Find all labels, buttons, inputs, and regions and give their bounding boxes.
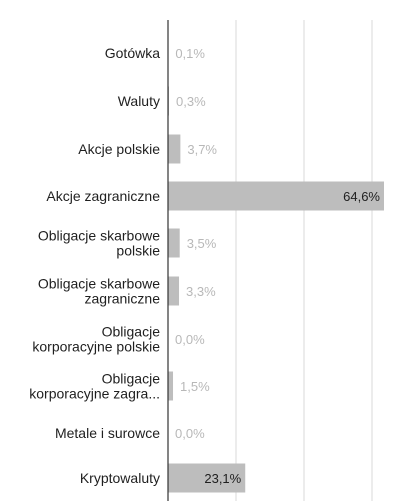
category-label: Obligacje korporacyjne zagra... bbox=[29, 371, 160, 402]
category-label: Gotówka bbox=[105, 45, 160, 61]
bar bbox=[168, 228, 180, 258]
value-label: 1,5% bbox=[180, 379, 210, 394]
value-label: 0,3% bbox=[176, 94, 206, 109]
value-labels: 0,1% 0,3% 3,7% 64,6% 3,5% 3,3% 0,0% 1,5% 0,0% 23,… bbox=[175, 46, 380, 486]
category-label: Obligacje skarbowe zagraniczne bbox=[38, 276, 160, 307]
category-label: Kryptowaluty bbox=[80, 470, 160, 486]
value-label: 0,1% bbox=[175, 46, 205, 61]
value-label: 3,7% bbox=[187, 142, 217, 157]
bar bbox=[168, 181, 384, 211]
category-label: Obligacje skarbowe polskie bbox=[38, 228, 160, 259]
bar bbox=[168, 276, 180, 306]
value-label: 3,5% bbox=[187, 236, 217, 251]
gridlines bbox=[235, 20, 373, 501]
value-label: 0,0% bbox=[175, 332, 205, 347]
category-label: Obligacje korporacyjne polskie bbox=[32, 324, 160, 355]
category-label: Metale i surowce bbox=[55, 425, 160, 441]
bar bbox=[168, 463, 246, 493]
category-labels: Gotówka Waluty Akcje polskie Akcje zagranic… bbox=[29, 45, 160, 486]
bar bbox=[168, 371, 174, 401]
value-label: 3,3% bbox=[186, 284, 216, 299]
bars bbox=[168, 38, 384, 493]
value-label: 0,0% bbox=[175, 426, 205, 441]
category-label: Akcje zagraniczne bbox=[46, 188, 160, 204]
value-label: 64,6% bbox=[343, 189, 380, 204]
value-label: 23,1% bbox=[204, 471, 241, 486]
category-label: Waluty bbox=[118, 93, 160, 109]
bar bbox=[168, 134, 181, 164]
category-label: Akcje polskie bbox=[78, 141, 160, 157]
